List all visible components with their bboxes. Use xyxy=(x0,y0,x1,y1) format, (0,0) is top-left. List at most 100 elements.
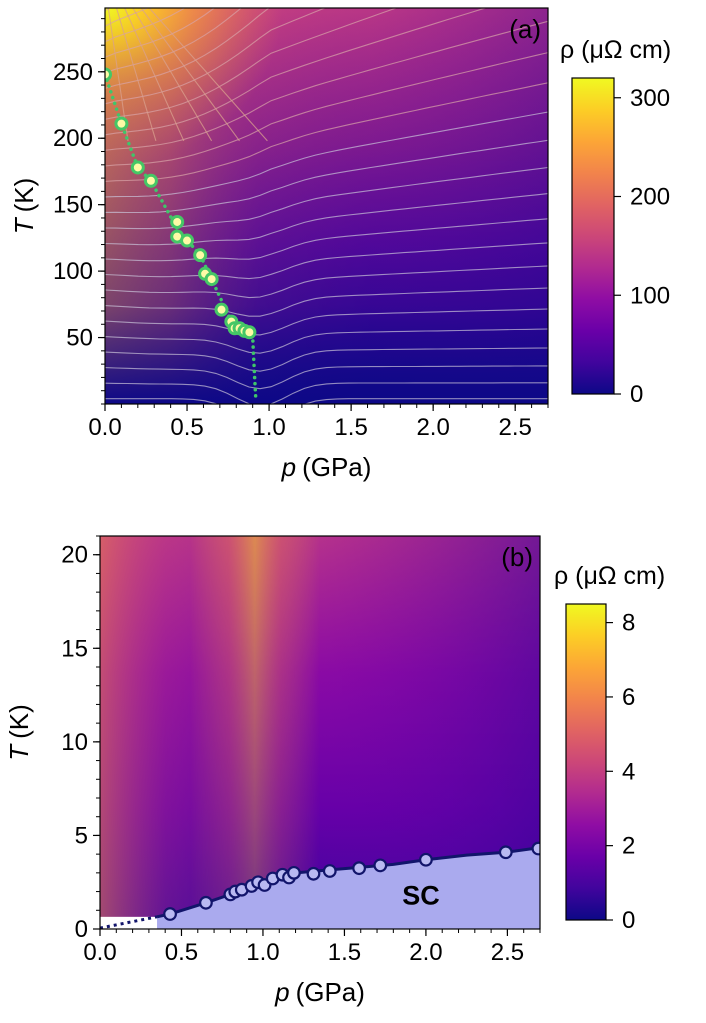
panel-a-transition-point xyxy=(242,325,257,340)
panel-b-tc-point xyxy=(322,864,337,878)
a-y-tick-label: 100 xyxy=(53,258,93,285)
panel-a-transition-point xyxy=(193,248,208,263)
panel-b-sc-region xyxy=(100,847,540,929)
a-x-tick-label: 2.5 xyxy=(498,414,531,441)
panel-b-frame xyxy=(99,535,541,930)
a-colorbar-tick-label: 0 xyxy=(630,381,643,408)
panel-a-x-axis-label: p (GPa) xyxy=(281,452,372,482)
panel-a-contour-line xyxy=(105,382,548,404)
panel-a-colorbar-label: ρ (μΩ cm) xyxy=(560,36,671,64)
panel-b-y-label-unit: (K) xyxy=(4,704,34,739)
panel-b-heatmap xyxy=(100,536,540,929)
panel-a-contour-line xyxy=(115,8,157,142)
panel-b-tc-point xyxy=(531,841,540,856)
panel-b-tc-point xyxy=(163,907,177,921)
b-colorbar-tick-label: 2 xyxy=(622,833,635,860)
panel-b-x-label-unit: (GPa) xyxy=(296,977,365,1007)
panel-b-extrapolation-line xyxy=(100,915,158,929)
panel-a-contour-line xyxy=(132,8,213,142)
panel-a-contour-line xyxy=(140,8,240,142)
panel-a-contour-lines xyxy=(105,8,548,404)
panel-b-x-axis-label: p (GPa) xyxy=(274,977,365,1007)
a-y-tick-label: 50 xyxy=(66,325,93,352)
panel-a-transition-points xyxy=(105,67,257,340)
panel-a-heatmap xyxy=(105,8,548,404)
panel-a-contour-line xyxy=(105,365,548,390)
a-y-tick-label: 250 xyxy=(53,59,93,86)
a-y-tick-label: 200 xyxy=(53,125,93,152)
b-x-tick-label: 1.5 xyxy=(328,939,361,966)
a-y-tick-label: 150 xyxy=(53,192,93,219)
panel-a-transition-point xyxy=(214,302,229,317)
panel-a-transition-point xyxy=(114,116,129,131)
panel-b-tc-point xyxy=(287,865,301,880)
a-x-tick-label: 0.0 xyxy=(88,414,121,441)
b-y-tick-label: 5 xyxy=(75,822,88,849)
panel-a-x-ticks: 0.0 0.5 1.0 1.5 2.0 2.5 xyxy=(88,404,549,441)
panel-a-contour-line xyxy=(105,398,548,404)
panel-a-x-label-symbol: p xyxy=(281,452,296,482)
panel-b-label: (b) xyxy=(501,542,533,572)
b-colorbar-tick-label: 0 xyxy=(622,907,635,934)
a-x-tick-label: 1.5 xyxy=(334,414,367,441)
panel-a-contour-line xyxy=(105,111,548,198)
b-colorbar-tick-label: 8 xyxy=(622,610,635,637)
panel-a-contour-line xyxy=(124,8,185,142)
panel-a-contour-line xyxy=(105,8,216,58)
panel-b-colorbar-label: ρ (μΩ cm) xyxy=(554,562,665,590)
panel-b-y-label-symbol: T xyxy=(4,743,34,761)
panel-a-label: (a) xyxy=(509,14,541,44)
panel-b-y-ticks: 0 5 10 15 20 xyxy=(61,535,100,943)
panel-a-contour-line xyxy=(105,193,548,246)
a-colorbar-tick-label: 100 xyxy=(630,282,670,309)
panel-a-contour-line xyxy=(105,8,488,136)
b-y-tick-label: 0 xyxy=(75,916,88,943)
panel-a-contour-line xyxy=(105,139,548,214)
panel-b-y-axis-label: T (K) xyxy=(4,704,34,761)
b-x-tick-label: 0.0 xyxy=(83,939,116,966)
panel-b-sc-label: SC xyxy=(402,881,440,911)
panel-a-contour-line xyxy=(105,8,270,89)
panel-a-frame xyxy=(104,7,549,405)
panel-a-y-axis-label: T (K) xyxy=(9,178,39,235)
panel-a-contour-line xyxy=(105,8,242,74)
b-colorbar-tick-label: 6 xyxy=(622,684,635,711)
b-x-tick-label: 1.0 xyxy=(246,939,279,966)
a-colorbar-tick-label: 200 xyxy=(630,184,670,211)
b-y-tick-label: 15 xyxy=(61,635,88,662)
b-x-tick-label: 0.5 xyxy=(165,939,198,966)
panel-a-y-label-symbol: T xyxy=(9,216,39,234)
panel-a-contour-line xyxy=(105,218,548,262)
panel-b-x-label-symbol: p xyxy=(274,977,289,1007)
a-x-tick-label: 1.0 xyxy=(252,414,285,441)
panel-b-tc-point xyxy=(306,866,321,881)
panel-a-y-label-unit: (K) xyxy=(9,178,39,213)
panel-a-transition-point xyxy=(180,233,195,248)
a-x-tick-label: 0.5 xyxy=(170,414,203,441)
b-colorbar-tick-label: 4 xyxy=(622,758,635,785)
panel-a-contour-line xyxy=(105,308,548,336)
panel-a-contour-line xyxy=(105,8,186,43)
panel-b-tc-point xyxy=(199,895,213,910)
panel-a-transition-point xyxy=(204,272,219,287)
panel-a-x-label-unit: (GPa) xyxy=(302,452,371,482)
panel-a-transition-point xyxy=(105,67,112,82)
panel-a-contour-line xyxy=(105,8,398,120)
panel-a-contour-line xyxy=(105,347,548,372)
panel-a-contour-line xyxy=(105,20,548,151)
panel-a-transition-point xyxy=(130,160,145,175)
panel-b-tc-point xyxy=(419,852,433,867)
panel-a-y-ticks: 50 100 150 200 250 xyxy=(53,18,105,405)
a-x-tick-label: 2.0 xyxy=(416,414,449,441)
panel-b-x-ticks: 0.0 0.5 1.0 1.5 2.0 2.5 xyxy=(83,929,541,966)
panel-a-contour-line xyxy=(105,52,548,167)
a-colorbar-tick-label: 300 xyxy=(630,85,670,112)
panel-a-contour-line xyxy=(148,8,268,142)
panel-a-contour-line xyxy=(105,265,548,299)
panel-a-colorbar: ρ (μΩ cm) 0 100 200 300 xyxy=(560,36,671,408)
panel-a-contour-line xyxy=(105,287,548,317)
panel-a-transition-point xyxy=(143,173,158,188)
